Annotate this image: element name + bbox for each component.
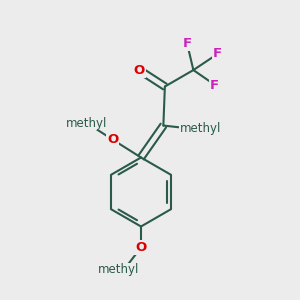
Text: methyl: methyl [98, 263, 139, 277]
Text: O: O [135, 241, 147, 254]
Text: methyl: methyl [180, 122, 222, 135]
Text: F: F [210, 79, 219, 92]
Text: F: F [183, 37, 192, 50]
Text: O: O [134, 64, 145, 76]
Text: O: O [107, 133, 118, 146]
Text: methyl: methyl [66, 116, 108, 130]
Text: F: F [213, 47, 222, 60]
